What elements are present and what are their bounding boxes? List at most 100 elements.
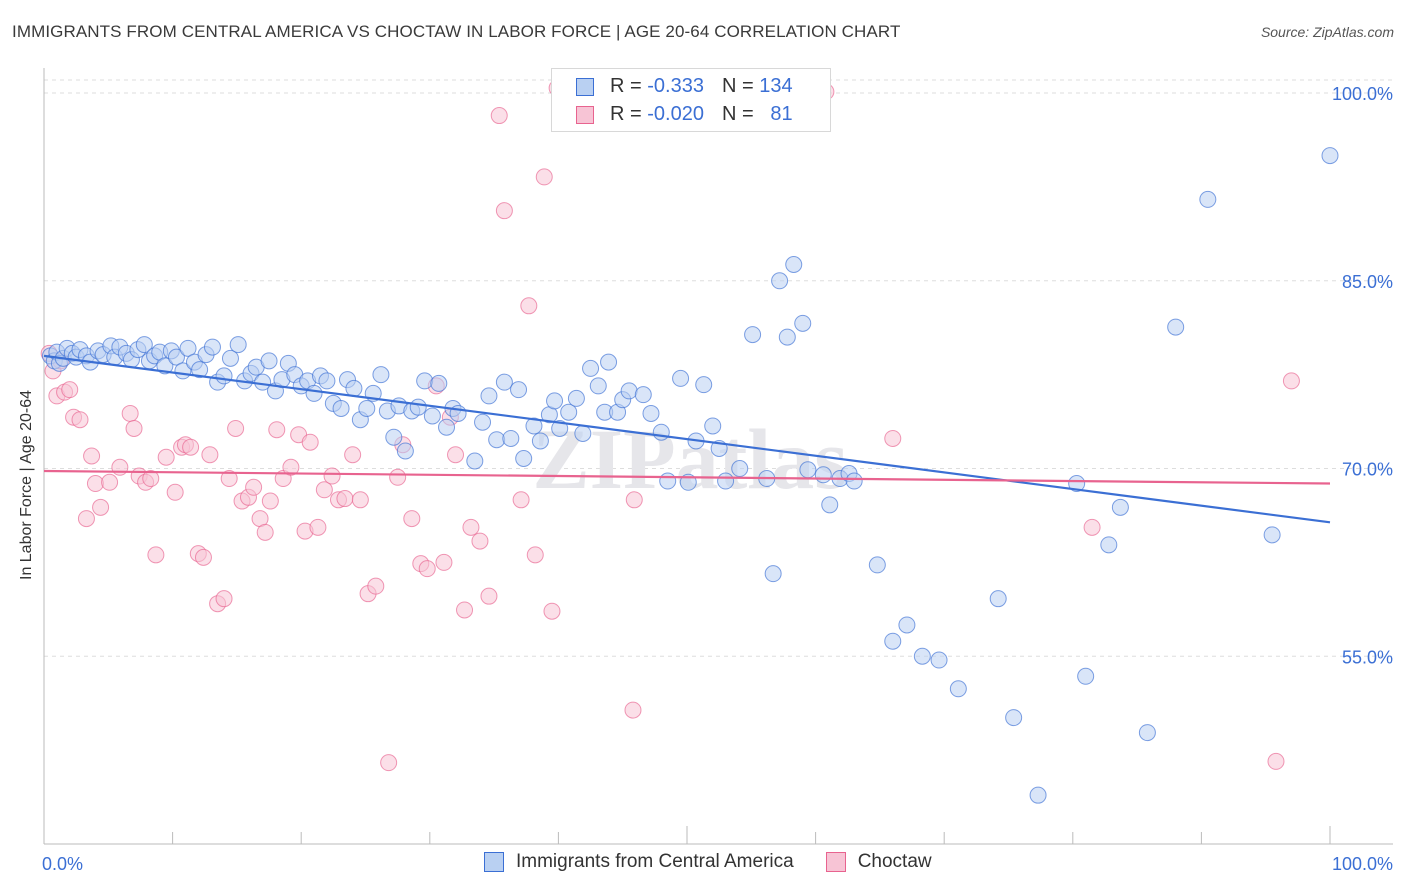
- data-point-choctaw: [268, 421, 286, 439]
- data-point-central-america: [1029, 786, 1047, 804]
- legend-r-value: -0.333: [647, 75, 704, 97]
- data-point-central-america: [156, 357, 174, 375]
- data-point-central-america: [525, 417, 543, 435]
- data-point-central-america: [396, 442, 414, 460]
- data-point-central-america: [179, 339, 197, 357]
- data-point-choctaw: [1267, 752, 1285, 770]
- data-point-choctaw: [323, 467, 341, 485]
- data-point-choctaw: [512, 491, 530, 509]
- data-point-choctaw: [86, 475, 104, 493]
- data-point-central-america: [551, 419, 569, 437]
- data-point-central-america: [488, 431, 506, 449]
- data-point-choctaw: [256, 523, 274, 541]
- data-point-central-america: [574, 424, 592, 442]
- data-point-central-america: [409, 398, 427, 416]
- data-point-choctaw: [456, 601, 474, 619]
- data-point-central-america: [480, 387, 498, 405]
- legend-n-label: N =: [721, 103, 754, 125]
- data-point-central-america: [794, 314, 812, 332]
- data-point-choctaw: [480, 587, 498, 605]
- legend-swatch-blue: [576, 77, 594, 96]
- data-point-central-america: [1077, 667, 1095, 685]
- data-point-central-america: [474, 413, 492, 431]
- data-point-central-america: [845, 472, 863, 490]
- data-point-central-america: [868, 556, 886, 574]
- data-point-choctaw: [142, 470, 160, 488]
- legend-n-value: 134: [759, 75, 793, 97]
- data-point-choctaw: [315, 481, 333, 499]
- y-tick-label: 70.0%: [1342, 460, 1393, 480]
- data-point-central-america: [318, 372, 336, 390]
- chart-title: IMMIGRANTS FROM CENTRAL AMERICA VS CHOCT…: [12, 22, 901, 41]
- data-point-central-america: [423, 407, 441, 425]
- data-point-central-america: [510, 381, 528, 399]
- data-point-central-america: [717, 472, 735, 490]
- data-point-central-america: [695, 376, 713, 394]
- data-point-choctaw: [166, 483, 184, 501]
- data-point-central-america: [913, 647, 931, 665]
- data-point-central-america: [531, 432, 549, 450]
- data-point-central-america: [659, 472, 677, 490]
- data-point-central-america: [438, 418, 456, 436]
- legend-r-label: R =: [610, 103, 642, 125]
- data-point-choctaw: [92, 498, 110, 516]
- data-point-central-america: [385, 428, 403, 446]
- data-point-central-america: [884, 632, 902, 650]
- data-point-central-america: [203, 338, 221, 356]
- bottom-legend-item-choctaw[interactable]: Choctaw: [825, 851, 932, 873]
- data-point-central-america: [191, 361, 209, 379]
- data-point-central-america: [215, 367, 233, 385]
- series-central-america: [41, 147, 1339, 804]
- data-point-central-america: [799, 461, 817, 479]
- data-point-central-america: [821, 496, 839, 514]
- data-point-central-america: [135, 336, 153, 354]
- data-point-central-america: [634, 386, 652, 404]
- bottom-legend-item-central-america[interactable]: Immigrants from Central America: [484, 851, 794, 873]
- data-point-choctaw: [447, 446, 465, 464]
- data-point-central-america: [1100, 536, 1118, 554]
- data-point-choctaw: [351, 491, 369, 509]
- data-point-choctaw: [147, 546, 165, 564]
- data-point-central-america: [589, 377, 607, 395]
- legend-n-value: 81: [770, 103, 793, 125]
- bottom-legend-swatch-blue: [484, 852, 504, 872]
- data-point-choctaw: [83, 447, 101, 465]
- data-point-central-america: [305, 384, 323, 402]
- data-point-central-america: [466, 452, 484, 470]
- data-point-choctaw: [182, 438, 200, 456]
- data-point-central-america: [1167, 318, 1185, 336]
- data-point-choctaw: [201, 446, 219, 464]
- data-point-central-america: [1263, 526, 1281, 544]
- data-point-choctaw: [471, 532, 489, 550]
- data-point-central-america: [778, 328, 796, 346]
- data-point-choctaw: [220, 470, 238, 488]
- data-point-choctaw: [71, 411, 89, 429]
- x-tick-label: 100.0%: [1332, 854, 1393, 874]
- data-point-choctaw: [1083, 518, 1101, 536]
- data-point-central-america: [930, 651, 948, 669]
- data-point-central-america: [229, 336, 247, 354]
- data-point-choctaw: [61, 381, 79, 399]
- legend-n-label: N =: [721, 75, 754, 97]
- data-point-central-america: [221, 349, 239, 367]
- data-point-central-america: [731, 460, 749, 478]
- data-point-central-america: [642, 404, 660, 422]
- data-point-choctaw: [435, 553, 453, 571]
- bottom-legend-swatch-pink: [825, 852, 846, 872]
- data-point-central-america: [582, 359, 600, 377]
- data-point-choctaw: [227, 419, 245, 437]
- data-point-central-america: [430, 374, 448, 392]
- data-point-choctaw: [462, 518, 480, 536]
- data-point-central-america: [672, 369, 690, 387]
- data-point-central-america: [620, 382, 638, 400]
- data-point-central-america: [1321, 147, 1339, 165]
- data-point-choctaw: [344, 446, 362, 464]
- data-point-choctaw: [336, 490, 354, 508]
- data-point-choctaw: [535, 168, 553, 186]
- data-point-central-america: [704, 417, 722, 435]
- data-point-central-america: [1111, 498, 1129, 516]
- data-point-central-america: [358, 399, 376, 417]
- data-point-choctaw: [418, 560, 436, 578]
- data-point-central-america: [1005, 709, 1023, 727]
